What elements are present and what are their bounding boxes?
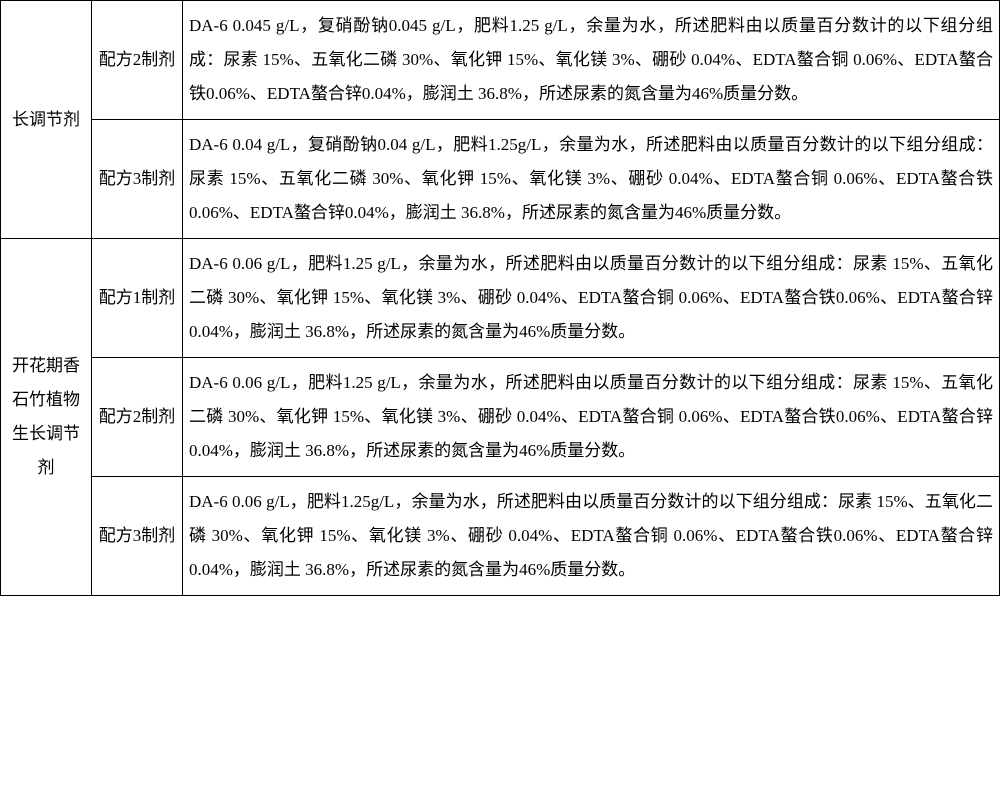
formula-text: DA-6 0.06 g/L，肥料1.25g/L，余量为水，所述肥料由以质量百分数… <box>189 492 993 579</box>
formula-text: DA-6 0.045 g/L，复硝酚钠0.045 g/L，肥料1.25 g/L，… <box>189 16 993 103</box>
formula-label: 配方3制剂 <box>99 162 176 196</box>
group-label: 长调节剂 <box>12 103 80 137</box>
table-row: 开花期香石竹植物生长调节剂 配方1制剂 DA-6 0.06 g/L，肥料1.25… <box>1 239 1000 358</box>
formula-text: DA-6 0.06 g/L，肥料1.25 g/L，余量为水，所述肥料由以质量百分… <box>189 254 993 341</box>
formula-label-cell: 配方1制剂 <box>92 239 183 358</box>
formula-text: DA-6 0.04 g/L，复硝酚钠0.04 g/L，肥料1.25g/L，余量为… <box>189 135 993 222</box>
formula-label: 配方2制剂 <box>99 400 176 434</box>
formula-text-cell: DA-6 0.06 g/L，肥料1.25g/L，余量为水，所述肥料由以质量百分数… <box>183 477 1000 596</box>
formula-label: 配方1制剂 <box>99 281 176 315</box>
formula-text-cell: DA-6 0.06 g/L，肥料1.25 g/L，余量为水，所述肥料由以质量百分… <box>183 239 1000 358</box>
table-row: 长调节剂 配方2制剂 DA-6 0.045 g/L，复硝酚钠0.045 g/L，… <box>1 1 1000 120</box>
formula-label-cell: 配方2制剂 <box>92 1 183 120</box>
group-label-cell: 长调节剂 <box>1 1 92 239</box>
formula-label: 配方3制剂 <box>99 519 176 553</box>
formula-label-cell: 配方2制剂 <box>92 358 183 477</box>
formula-text-cell: DA-6 0.045 g/L，复硝酚钠0.045 g/L，肥料1.25 g/L，… <box>183 1 1000 120</box>
formula-text-cell: DA-6 0.06 g/L，肥料1.25 g/L，余量为水，所述肥料由以质量百分… <box>183 358 1000 477</box>
formula-label: 配方2制剂 <box>99 43 176 77</box>
formulation-table: 长调节剂 配方2制剂 DA-6 0.045 g/L，复硝酚钠0.045 g/L，… <box>0 0 1000 596</box>
group-label-cell: 开花期香石竹植物生长调节剂 <box>1 239 92 596</box>
group-label: 开花期香石竹植物生长调节剂 <box>7 349 85 485</box>
formula-label-cell: 配方3制剂 <box>92 477 183 596</box>
formula-text-cell: DA-6 0.04 g/L，复硝酚钠0.04 g/L，肥料1.25g/L，余量为… <box>183 120 1000 239</box>
formula-text: DA-6 0.06 g/L，肥料1.25 g/L，余量为水，所述肥料由以质量百分… <box>189 373 993 460</box>
table-row: 配方2制剂 DA-6 0.06 g/L，肥料1.25 g/L，余量为水，所述肥料… <box>1 358 1000 477</box>
table-row: 配方3制剂 DA-6 0.04 g/L，复硝酚钠0.04 g/L，肥料1.25g… <box>1 120 1000 239</box>
table-row: 配方3制剂 DA-6 0.06 g/L，肥料1.25g/L，余量为水，所述肥料由… <box>1 477 1000 596</box>
formula-label-cell: 配方3制剂 <box>92 120 183 239</box>
